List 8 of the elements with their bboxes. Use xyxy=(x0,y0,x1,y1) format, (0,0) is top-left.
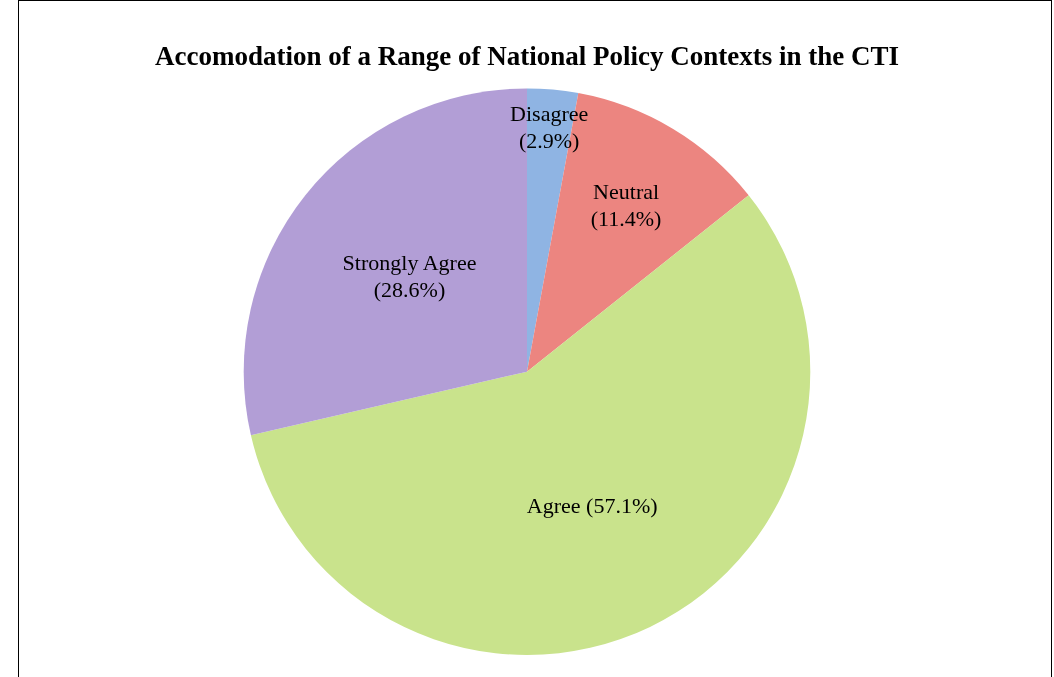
slice-label: Strongly Agree xyxy=(342,250,477,276)
slice-label: Disagree xyxy=(510,101,589,127)
slice-label: Agree (57.1%) xyxy=(526,492,658,518)
data-label: (11.4%) xyxy=(590,205,662,231)
data-label: (28.6%) xyxy=(373,277,446,303)
data-label: (2.9%) xyxy=(518,128,580,154)
slice-label: Neutral xyxy=(593,178,660,204)
chart-title: Accomodation of a Range of National Policy Contexts in the CTI xyxy=(155,41,899,72)
